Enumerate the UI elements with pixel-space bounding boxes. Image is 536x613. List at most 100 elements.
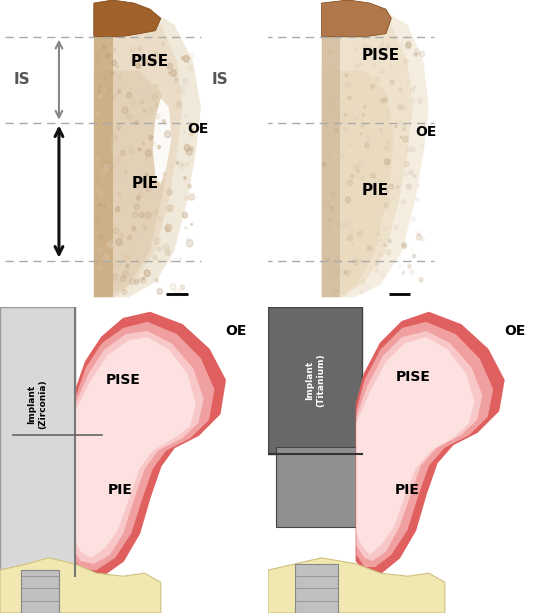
Circle shape [188, 65, 193, 70]
Circle shape [158, 145, 160, 149]
Polygon shape [94, 9, 113, 297]
FancyBboxPatch shape [21, 570, 59, 613]
Circle shape [402, 242, 406, 248]
Circle shape [394, 226, 398, 229]
Circle shape [331, 153, 336, 159]
Circle shape [116, 238, 122, 246]
Circle shape [401, 44, 405, 47]
Circle shape [384, 98, 386, 101]
Circle shape [111, 143, 117, 151]
Circle shape [403, 124, 406, 127]
Circle shape [136, 89, 139, 93]
Circle shape [420, 51, 425, 57]
Circle shape [174, 79, 178, 84]
Circle shape [421, 237, 425, 241]
Circle shape [379, 48, 381, 50]
Circle shape [359, 63, 362, 67]
Circle shape [100, 95, 102, 98]
Circle shape [397, 200, 399, 202]
Circle shape [152, 94, 157, 101]
Circle shape [96, 59, 99, 63]
Circle shape [325, 202, 329, 206]
Circle shape [154, 238, 160, 245]
Polygon shape [75, 313, 225, 576]
Circle shape [419, 51, 421, 54]
Circle shape [136, 227, 142, 233]
Circle shape [337, 270, 338, 272]
Circle shape [360, 290, 364, 294]
Circle shape [135, 120, 139, 124]
Circle shape [417, 185, 419, 187]
Circle shape [184, 145, 190, 151]
Circle shape [163, 246, 169, 253]
Circle shape [122, 271, 129, 278]
Circle shape [375, 268, 378, 272]
Circle shape [363, 284, 366, 286]
Circle shape [145, 211, 151, 219]
Circle shape [413, 175, 415, 177]
Circle shape [107, 190, 110, 194]
Circle shape [138, 278, 143, 282]
Circle shape [108, 162, 115, 170]
Text: IS: IS [13, 72, 30, 87]
Circle shape [326, 258, 330, 262]
Circle shape [183, 78, 187, 83]
Circle shape [324, 275, 328, 279]
Circle shape [323, 162, 326, 167]
Circle shape [136, 121, 139, 124]
Polygon shape [75, 337, 196, 558]
Circle shape [402, 200, 405, 204]
Circle shape [100, 265, 102, 268]
Circle shape [356, 196, 360, 201]
Circle shape [333, 228, 338, 234]
Circle shape [368, 202, 370, 204]
Circle shape [335, 129, 338, 132]
Circle shape [389, 184, 394, 189]
Circle shape [184, 131, 185, 133]
Circle shape [373, 248, 375, 250]
Polygon shape [356, 322, 493, 567]
Circle shape [110, 71, 114, 75]
Circle shape [169, 163, 174, 168]
FancyBboxPatch shape [295, 564, 338, 613]
Circle shape [184, 114, 187, 116]
Circle shape [360, 160, 364, 165]
Circle shape [351, 174, 354, 178]
Text: OE: OE [504, 324, 525, 338]
Circle shape [385, 147, 389, 151]
Circle shape [420, 144, 424, 148]
Circle shape [116, 243, 118, 246]
Circle shape [416, 197, 419, 201]
Circle shape [116, 83, 121, 88]
Circle shape [163, 173, 166, 175]
Text: PISE: PISE [106, 373, 141, 387]
Circle shape [190, 132, 193, 136]
Circle shape [139, 178, 146, 185]
Circle shape [345, 221, 350, 226]
Circle shape [152, 142, 155, 146]
Circle shape [329, 219, 331, 221]
Circle shape [383, 226, 388, 230]
Circle shape [150, 108, 154, 112]
Circle shape [138, 192, 143, 197]
Circle shape [189, 194, 195, 200]
Circle shape [139, 48, 141, 50]
Circle shape [369, 46, 373, 49]
Circle shape [368, 246, 371, 250]
Circle shape [191, 129, 193, 131]
Circle shape [336, 271, 338, 273]
Circle shape [384, 244, 386, 246]
Circle shape [360, 132, 362, 135]
Circle shape [132, 226, 136, 230]
Circle shape [158, 260, 161, 264]
Circle shape [345, 199, 348, 204]
Polygon shape [75, 331, 204, 564]
Circle shape [110, 261, 116, 267]
Circle shape [144, 270, 150, 276]
Polygon shape [75, 322, 214, 570]
Circle shape [402, 271, 405, 274]
Circle shape [147, 175, 150, 178]
Circle shape [187, 148, 192, 155]
Circle shape [412, 99, 416, 105]
Circle shape [380, 99, 384, 103]
